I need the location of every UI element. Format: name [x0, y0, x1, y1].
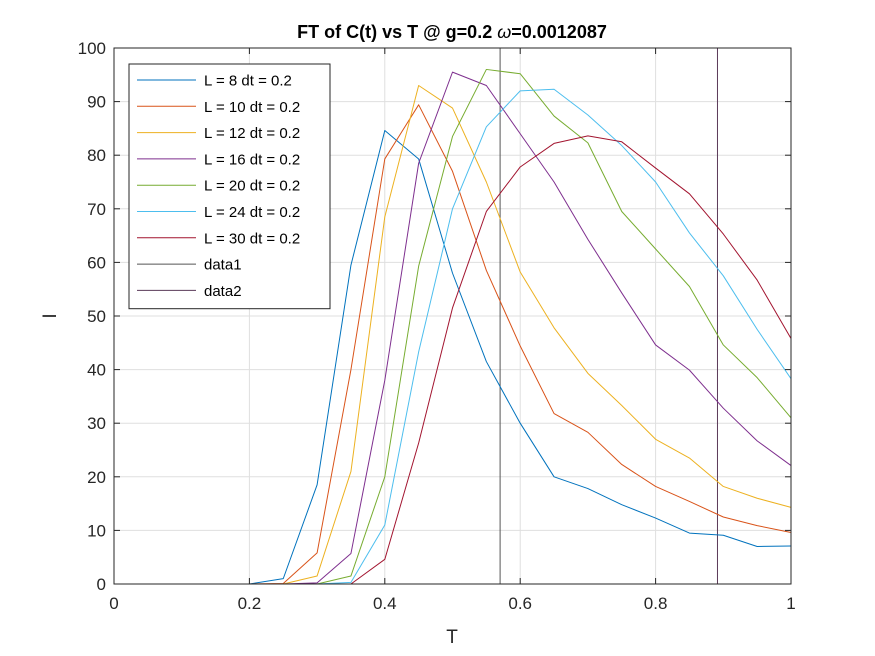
vertical-lines [499, 48, 718, 584]
x-tick-label: 0.2 [238, 594, 262, 613]
legend-label: L = 30 dt = 0.2 [204, 230, 300, 247]
y-axis-label: I [40, 313, 61, 318]
legend-label: data1 [204, 257, 242, 274]
y-tick-label: 20 [87, 468, 106, 487]
x-tick-label: 0.4 [373, 594, 397, 613]
legend-label: L = 10 dt = 0.2 [204, 99, 300, 116]
series-line-1 [147, 130, 792, 585]
legend: L = 8 dt = 0.2 L = 10 dt = 0.2 L = 12 dt =… [128, 63, 331, 310]
y-tick-label: 30 [87, 414, 106, 433]
legend-box [128, 63, 331, 310]
y-tick-label: 70 [87, 200, 106, 219]
x-tick-label: 0.6 [508, 594, 532, 613]
legend-label: L = 24 dt = 0.2 [204, 204, 300, 221]
y-tick-label: 90 [87, 93, 106, 112]
y-tick-label: 10 [87, 521, 106, 540]
y-tick-label: 0 [97, 575, 106, 594]
x-tick-label: 0 [109, 594, 118, 613]
y-axis: 0 10 20 30 40 50 60 70 80 90 100 [78, 39, 791, 594]
legend-label: data2 [204, 283, 242, 300]
y-tick-label: 80 [87, 146, 106, 165]
y-tick-label: 100 [78, 39, 106, 58]
y-tick-label: 50 [87, 307, 106, 326]
chart-title: FT of C(t) vs T @ g=0.2 ω=0.0012087 [297, 22, 607, 42]
x-axis-label: T [446, 627, 458, 648]
x-tick-label: 1 [786, 594, 795, 613]
y-tick-label: 60 [87, 253, 106, 272]
y-tick-label: 40 [87, 361, 106, 380]
legend-label: L = 16 dt = 0.2 [204, 151, 300, 168]
legend-label: L = 8 dt = 0.2 [204, 73, 292, 90]
x-axis: 0 0.2 0.4 0.6 0.8 1 [109, 48, 796, 613]
legend-label: L = 12 dt = 0.2 [204, 125, 300, 142]
x-tick-label: 0.8 [644, 594, 668, 613]
legend-label: L = 20 dt = 0.2 [204, 178, 300, 195]
